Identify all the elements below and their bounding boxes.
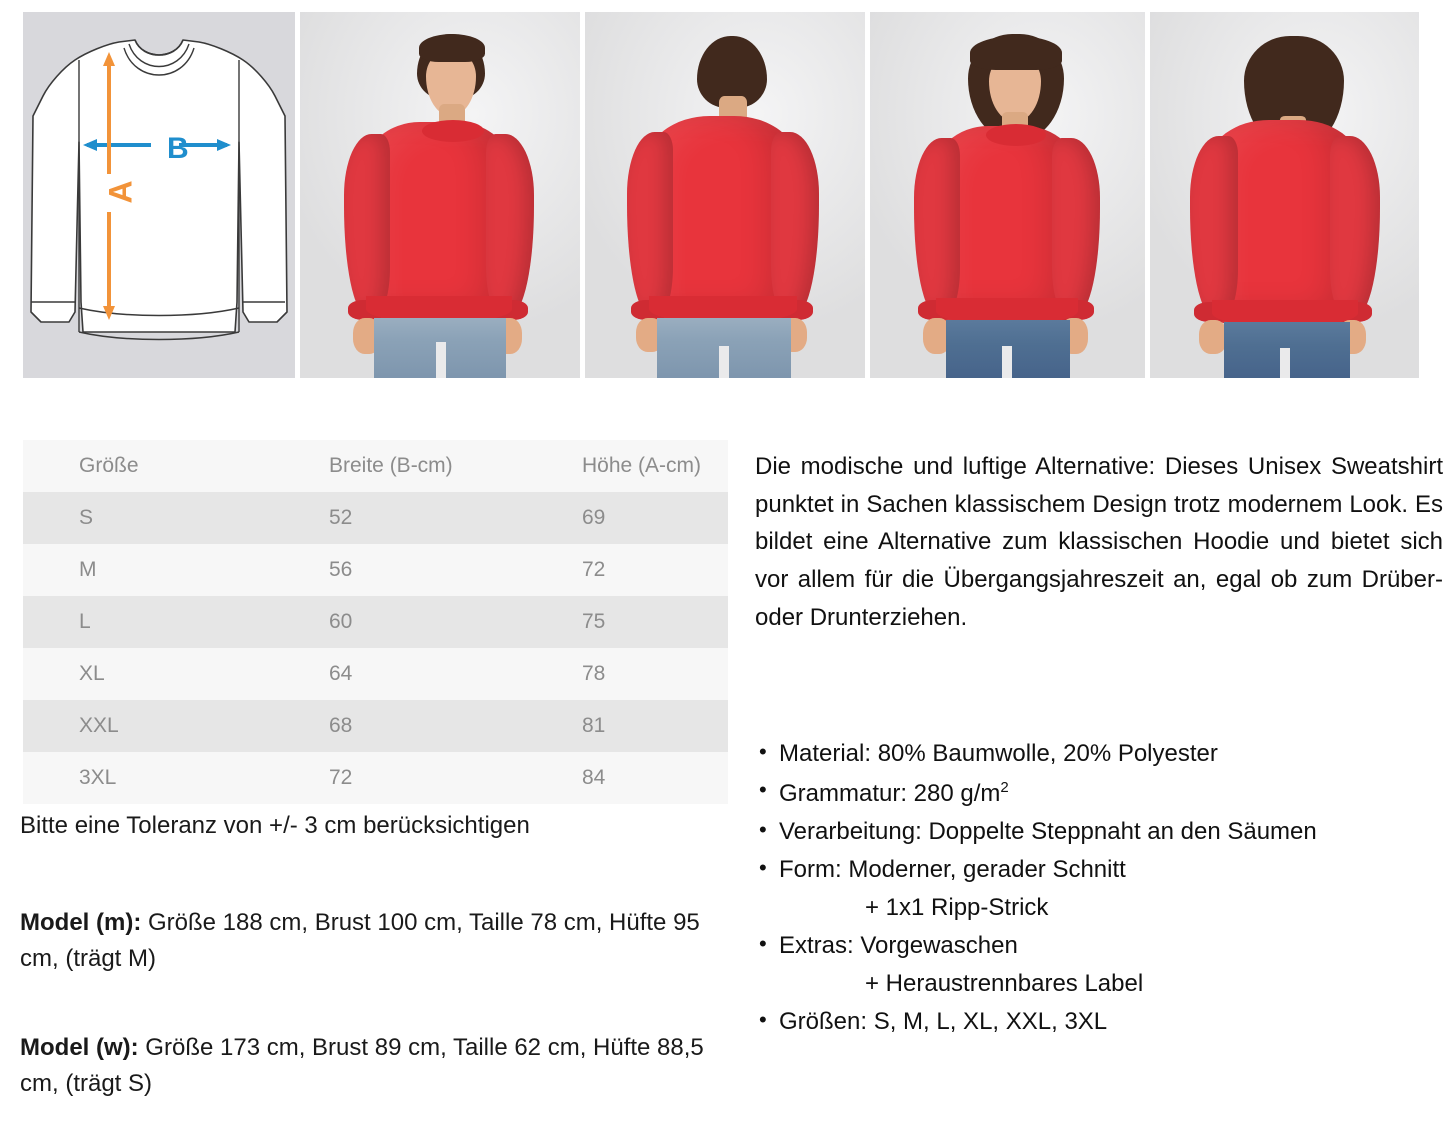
spec-processing: Verarbeitung: Doppelte Steppnaht an den … (757, 819, 1445, 844)
width-measure-label: B (167, 132, 189, 165)
cell-size: XXL (79, 714, 119, 737)
model-male-label: Model (m): (20, 909, 142, 936)
model-figure-male-back (585, 12, 865, 378)
model-info-male: Model (m): Größe 188 cm, Brust 100 cm, T… (20, 905, 720, 978)
height-measure-label: A (102, 180, 139, 204)
spec-material: Material: 80% Baumwolle, 20% Polyester (757, 741, 1445, 766)
spec-form: Form: Moderner, gerader Schnitt (757, 857, 1445, 882)
photo-male-back (585, 12, 865, 378)
product-specs-list: Material: 80% Baumwolle, 20% Polyester G… (757, 741, 1445, 1048)
table-row: XL 64 78 (23, 648, 728, 700)
cell-size: M (79, 558, 97, 581)
cell-width: 60 (329, 610, 353, 633)
spec-sizes: Größen: S, M, L, XL, XXL, 3XL (757, 1009, 1445, 1034)
table-row: M 56 72 (23, 544, 728, 596)
table-row: S 52 69 (23, 492, 728, 544)
sweatshirt-outline-icon (30, 39, 288, 341)
tolerance-note: Bitte eine Toleranz von +/- 3 cm berücks… (20, 812, 530, 839)
table-row: 3XL 72 84 (23, 752, 728, 804)
cell-height: 72 (582, 558, 606, 581)
model-female-details: Größe 173 cm, Brust 89 cm, Taille 62 cm,… (20, 1034, 704, 1098)
size-table: Größe Breite (B-cm) Höhe (A-cm) S 52 69 … (23, 440, 728, 804)
cell-width: 68 (329, 714, 353, 737)
cell-width: 56 (329, 558, 353, 581)
cell-size: S (79, 506, 94, 529)
cell-size: XL (79, 662, 105, 685)
table-row: L 60 75 (23, 596, 728, 648)
column-header-width: Breite (B-cm) (329, 454, 453, 477)
product-gallery: B A (23, 12, 1424, 378)
cell-height: 69 (582, 506, 606, 529)
cell-height: 78 (582, 662, 606, 685)
cell-height: 81 (582, 714, 606, 737)
column-header-size: Größe (79, 454, 139, 477)
model-male-details: Größe 188 cm, Brust 100 cm, Taille 78 cm… (20, 909, 700, 973)
cell-height: 84 (582, 766, 606, 789)
spec-weight: Grammatur: 280 g/m2 (757, 779, 1445, 807)
photo-male-front (300, 12, 580, 378)
spec-form-extra: + 1x1 Ripp-Strick (865, 894, 1049, 921)
cell-width: 72 (329, 766, 353, 789)
model-figure-male-front (300, 12, 580, 378)
spec-weight-text: Grammatur: 280 g/m (779, 780, 1001, 807)
model-info-female: Model (w): Größe 173 cm, Brust 89 cm, Ta… (20, 1030, 720, 1103)
photo-female-front (870, 12, 1145, 378)
model-figure-female-back (1150, 12, 1419, 378)
technical-drawing-panel: B A (23, 12, 295, 378)
column-header-height: Höhe (A-cm) (582, 454, 702, 477)
photo-female-back (1150, 12, 1419, 378)
spec-extras: Extras: Vorgewaschen (757, 933, 1445, 958)
size-table-header: Größe Breite (B-cm) Höhe (A-cm) (23, 440, 728, 492)
product-description: Die modische und luftige Alternative: Di… (755, 453, 1443, 631)
table-row: XXL 68 81 (23, 700, 728, 752)
spec-extras-extra: + Heraustrennbares Label (865, 970, 1144, 997)
cell-size: 3XL (79, 766, 117, 789)
size-table-body: S 52 69 M 56 72 L 60 75 XL 64 78 XXL 68 (23, 492, 728, 804)
cell-width: 64 (329, 662, 353, 685)
model-figure-female-front (870, 12, 1145, 378)
table-header-row: Größe Breite (B-cm) Höhe (A-cm) (23, 440, 728, 492)
spec-weight-superscript: 2 (1000, 779, 1009, 796)
model-female-label: Model (w): (20, 1034, 139, 1061)
cell-width: 52 (329, 506, 353, 529)
cell-size: L (79, 610, 91, 633)
cell-height: 75 (582, 610, 606, 633)
